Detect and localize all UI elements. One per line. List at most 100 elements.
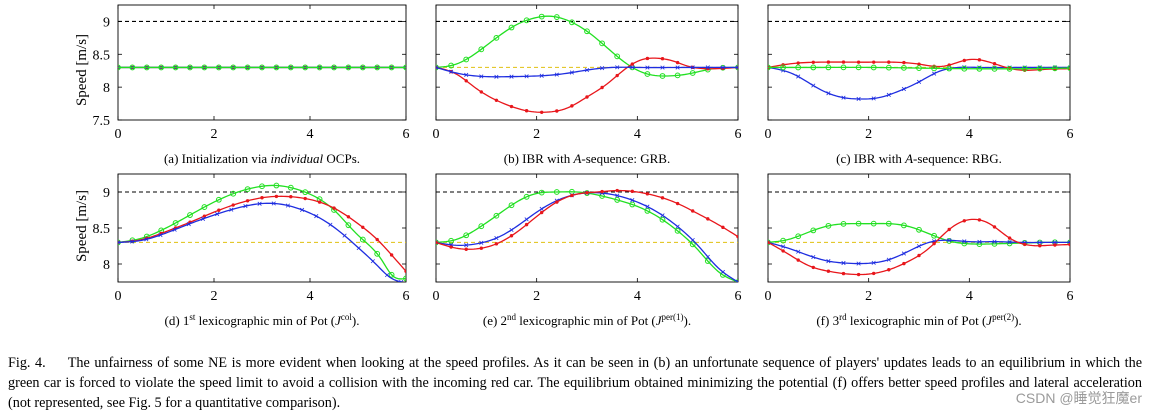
green-speed-marker [704,258,711,264]
red-speed-marker [630,189,634,194]
blue-speed-marker [118,65,121,70]
axes-frame [435,4,739,121]
red-speed-marker [202,214,207,218]
figure-label: Fig. 4. [8,355,46,371]
blue-speed-marker [539,73,544,78]
blue-speed-marker [509,227,514,232]
red-speed-marker [811,265,815,270]
blue-speed-marker [690,237,695,243]
green-speed-marker [840,220,847,227]
blue-speed-marker [811,83,816,88]
green-speed-marker [689,241,696,248]
green-speed-marker [448,62,455,69]
green-speed-marker [287,64,294,71]
green-speed-marker [569,19,575,26]
green-speed-marker [478,46,485,53]
blue-speed-marker [524,74,529,79]
red-speed-marker [303,196,307,201]
red-speed-marker [1022,242,1027,247]
red-speed-marker [675,60,680,65]
red-speed-marker [645,56,650,61]
green-speed-marker [735,279,738,282]
red-speed-marker [736,234,738,239]
red-speed-marker [691,209,695,213]
green-speed-marker [1052,65,1058,72]
red-speed-marker [768,240,770,245]
x-tick-label: 6 [1067,289,1074,304]
caption-segment: lexicographic min of Pot ( [516,313,656,328]
x-tick-label: 6 [735,127,742,142]
green-speed-line [768,66,1070,70]
green-speed-marker [768,64,771,71]
caption-segment: nd [507,312,517,322]
red-speed-marker [494,242,499,246]
red-speed-marker [826,269,831,273]
x-tick-label: 0 [115,127,122,142]
y-tick-label: 8.5 [93,222,111,237]
caption-segment: col [341,312,352,322]
red-speed-marker [509,104,514,109]
green-speed-marker [976,65,983,72]
green-speed-marker [359,236,366,243]
green-speed-marker [215,64,222,71]
caption-segment: J [656,313,663,328]
blue-speed-marker [524,217,529,222]
green-speed-marker [172,220,179,226]
blue-speed-marker [314,214,319,219]
blue-speed-marker [901,86,906,92]
blue-speed-marker [645,65,650,70]
x-tick-label: 4 [307,127,314,142]
red-speed-marker [902,60,906,65]
blue-speed-marker [384,272,390,278]
green-speed-marker [129,64,136,71]
x-tick-label: 2 [211,127,218,142]
blue-speed-marker [705,254,710,259]
green-speed-marker [493,34,500,41]
red-speed-marker [992,225,997,229]
green-speed-marker [273,182,280,189]
blue-speed-marker [781,244,786,249]
red-speed-marker [479,90,483,94]
green-speed-marker [674,227,681,234]
green-speed-marker [885,64,892,71]
red-speed-marker [630,62,634,66]
blue-speed-marker [660,65,665,70]
caption-segment: (c) IBR with [836,151,905,166]
red-speed-marker [872,60,876,64]
red-speed-marker [600,189,604,194]
green-speed-marker [172,64,179,71]
blue-speed-marker [356,246,361,251]
green-speed-marker [599,40,605,47]
blue-speed-marker [615,193,620,198]
red-speed-marker [555,109,559,113]
green-speed-marker [901,222,907,229]
green-speed-marker [553,14,560,20]
x-tick-label: 0 [115,289,122,304]
blue-speed-line [436,191,738,282]
red-speed-marker [346,215,351,219]
green-speed-marker [810,64,817,71]
blue-speed-marker [886,257,891,262]
blue-speed-marker [257,201,262,206]
green-speed-marker [870,220,877,227]
red-speed-marker [436,240,438,245]
green-speed-marker [331,64,337,71]
blue-speed-marker [479,240,484,245]
green-speed-marker [143,64,150,71]
x-tick-label: 0 [433,127,440,142]
green-speed-marker [1006,65,1013,72]
red-speed-marker [962,219,966,223]
y-tick-label: 7.5 [93,114,111,129]
green-speed-marker [359,64,366,71]
blue-speed-marker [569,70,574,75]
green-speed-marker [187,212,193,218]
red-speed-marker [947,227,951,232]
red-speed-marker [872,271,876,276]
green-speed-marker [1067,65,1070,71]
red-speed-marker [245,199,250,203]
red-speed-marker [706,217,710,221]
subplot-caption-d: (d) 1st lexicographic min of Pot (Jcol). [164,312,359,328]
green-speed-marker [1006,240,1013,247]
green-speed-marker [1021,65,1028,72]
green-speed-marker [158,64,165,71]
